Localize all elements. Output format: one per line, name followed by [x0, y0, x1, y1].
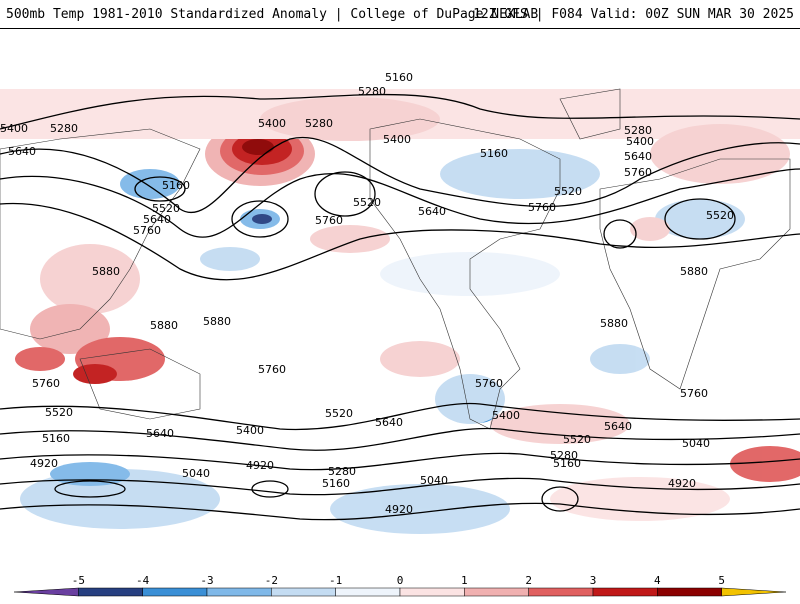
contour-label: 5280	[550, 449, 578, 462]
valid-time: 12Z GFS | F084 Valid: 00Z SUN MAR 30 202…	[473, 7, 794, 22]
colorbar-tick-label: -2	[265, 574, 278, 587]
contour-label: 5760	[315, 214, 343, 227]
colorbar-segment	[335, 587, 401, 597]
contour-label: 5280	[50, 122, 78, 135]
colorbar-tick-label: -1	[329, 574, 342, 587]
colorbar-tick-label: 3	[590, 574, 597, 587]
coastlines	[0, 88, 791, 430]
contour-label: 5280	[305, 117, 333, 130]
contour-label: 5040	[182, 467, 210, 480]
colorbar-ticks: -5 -4 -3 -2 -1 0 1 2 3 4 5	[72, 574, 725, 587]
contour-label: 5160	[42, 432, 70, 445]
map-header: 500mb Temp 1981-2010 Standardized Anomal…	[0, 0, 800, 28]
colorbar-tick-label: 4	[654, 574, 661, 587]
contour-label: 5400	[0, 122, 28, 135]
contour-label: 5160	[553, 457, 581, 470]
contour-label: 5760	[32, 377, 60, 390]
colorbar-segment	[399, 587, 465, 597]
contour-label: 4920	[246, 459, 274, 472]
colorbar-segment	[13, 587, 79, 597]
colorbar-tick-label: 0	[397, 574, 404, 587]
colorbar: -5 -4 -3 -2 -1 0 1 2 3 4 5	[0, 558, 800, 600]
contour-label: 5880	[203, 315, 231, 328]
colorbar-segment	[528, 587, 594, 597]
contour-label: 5160	[385, 71, 413, 84]
contour-label: 5640	[146, 427, 174, 440]
contour-label: 5400	[626, 135, 654, 148]
contour-label: 5400	[236, 424, 264, 437]
contour-label: 4920	[30, 457, 58, 470]
contour-label: 5640	[375, 416, 403, 429]
contour-label: 5400	[258, 117, 286, 130]
contour-label: 5880	[600, 317, 628, 330]
contour-label: 5520	[706, 209, 734, 222]
contour-label: 5160	[480, 147, 508, 160]
contour-label: 5520	[45, 406, 73, 419]
contour-label: 5640	[418, 205, 446, 218]
colorbar-tick-label: -5	[72, 574, 85, 587]
contour-label: 5640	[8, 145, 36, 158]
contour-label: 5520	[152, 202, 180, 215]
colorbar-tick-label: 2	[525, 574, 532, 587]
colorbar-segment	[142, 587, 208, 597]
contour-label: 5760	[624, 166, 652, 179]
contour-label: 5880	[150, 319, 178, 332]
colorbar-segment	[657, 587, 722, 597]
contour-label: 5760	[475, 377, 503, 390]
contour-label: 5640	[143, 213, 171, 226]
colorbar-segment	[721, 587, 787, 597]
contour-label: 5760	[680, 387, 708, 400]
contour-label: 5760	[528, 201, 556, 214]
colorbar-segment	[206, 587, 272, 597]
contour-label: 5520	[353, 196, 381, 209]
geopotential-contours	[0, 93, 800, 521]
weather-map: 5160 5280 5400 5280 5640 5160 5520 5640 …	[0, 28, 800, 559]
contour-label: 5400	[383, 133, 411, 146]
colorbar-segments	[13, 587, 787, 597]
contour-label: 4920	[385, 503, 413, 516]
colorbar-tick-label: 5	[718, 574, 725, 587]
contour-label: 5640	[624, 150, 652, 163]
contour-label: 5760	[133, 224, 161, 237]
contour-label: 5280	[328, 465, 356, 478]
colorbar-segment	[271, 587, 336, 597]
contour-label: 5760	[258, 363, 286, 376]
contour-label: 4920	[668, 477, 696, 490]
colorbar-tick-label: -3	[200, 574, 213, 587]
contour-label: 5640	[604, 420, 632, 433]
contour-label: 5040	[682, 437, 710, 450]
contour-label: 5520	[325, 407, 353, 420]
colorbar-segment	[592, 587, 658, 597]
contour-label: 5520	[563, 433, 591, 446]
contour-label: 5040	[420, 474, 448, 487]
contour-labels: 5160 5280 5400 5280 5640 5160 5520 5640 …	[0, 71, 734, 516]
contour-label: 5520	[554, 185, 582, 198]
contour-label: 5160	[162, 179, 190, 192]
contour-label: 5880	[680, 265, 708, 278]
contour-label: 5400	[492, 409, 520, 422]
colorbar-tick-label: 1	[461, 574, 468, 587]
contour-label: 5280	[358, 85, 386, 98]
colorbar-tick-label: -4	[136, 574, 150, 587]
contour-label: 5280	[624, 124, 652, 137]
colorbar-segment	[464, 587, 529, 597]
colorbar-segment	[78, 587, 143, 597]
contour-label: 5880	[92, 265, 120, 278]
contour-label: 5160	[322, 477, 350, 490]
product-title: 500mb Temp 1981-2010 Standardized Anomal…	[6, 7, 539, 22]
